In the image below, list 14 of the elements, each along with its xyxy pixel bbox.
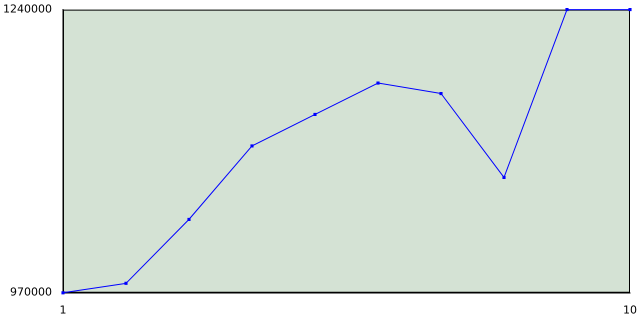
- point: [502, 176, 506, 179]
- point: [628, 8, 632, 12]
- point: [313, 112, 317, 116]
- point: [61, 291, 65, 294]
- point: [250, 144, 254, 148]
- point: [439, 92, 443, 96]
- y-tick-label: 1240000: [2, 2, 52, 16]
- point: [376, 81, 380, 85]
- point: [565, 8, 569, 12]
- y-tick-label: 970000: [10, 286, 52, 299]
- x-tick-label: 10: [623, 303, 637, 316]
- x-tick-label: 1: [59, 303, 66, 316]
- point: [124, 282, 128, 285]
- point: [187, 218, 191, 221]
